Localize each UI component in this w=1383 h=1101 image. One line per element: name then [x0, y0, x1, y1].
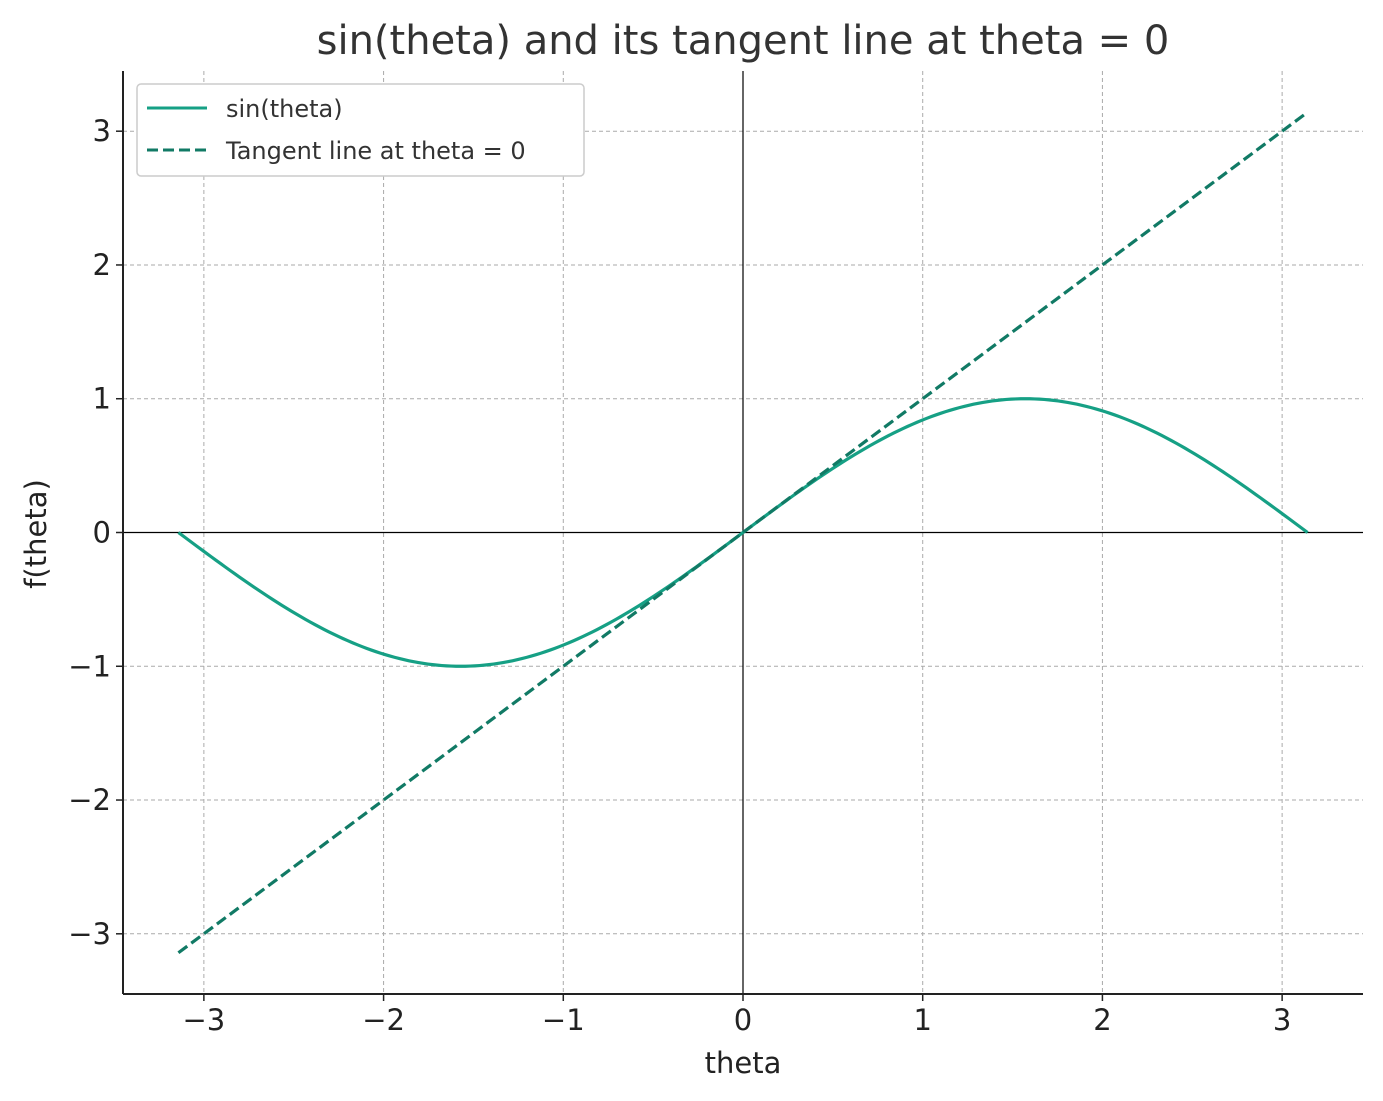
y-tick-label: 0	[93, 516, 111, 550]
y-tick-label: 2	[93, 248, 111, 282]
x-tick-label: −1	[542, 1003, 585, 1037]
x-axis-label: theta	[705, 1046, 782, 1080]
chart-title: sin(theta) and its tangent line at theta…	[317, 18, 1170, 64]
y-tick-label: −3	[68, 917, 111, 951]
legend-box	[136, 83, 585, 177]
series-line-sin	[177, 397, 1309, 668]
y-tick-label: 1	[93, 382, 111, 416]
x-tick-label: 3	[1273, 1003, 1291, 1037]
y-tick-label: 3	[93, 114, 111, 148]
y-tick-label: −1	[68, 649, 111, 683]
series-line-tangent	[177, 110, 1309, 955]
legend: sin(theta) Tangent line at theta = 0	[136, 83, 585, 177]
series-layer	[177, 110, 1309, 955]
legend-label-tangent: Tangent line at theta = 0	[225, 137, 526, 165]
legend-label-sin: sin(theta)	[226, 95, 343, 123]
ticks-layer: −3 −2 −1 0 1 2 3 −3 −2 −1 0 1 2 3	[68, 114, 1291, 1037]
x-tick-label: 2	[1093, 1003, 1111, 1037]
y-tick-label: −2	[68, 783, 111, 817]
x-tick-label: 0	[734, 1003, 752, 1037]
x-tick-label: 1	[913, 1003, 931, 1037]
x-tick-label: −3	[182, 1003, 225, 1037]
x-tick-label: −2	[362, 1003, 405, 1037]
y-axis-label: f(theta)	[19, 479, 53, 589]
